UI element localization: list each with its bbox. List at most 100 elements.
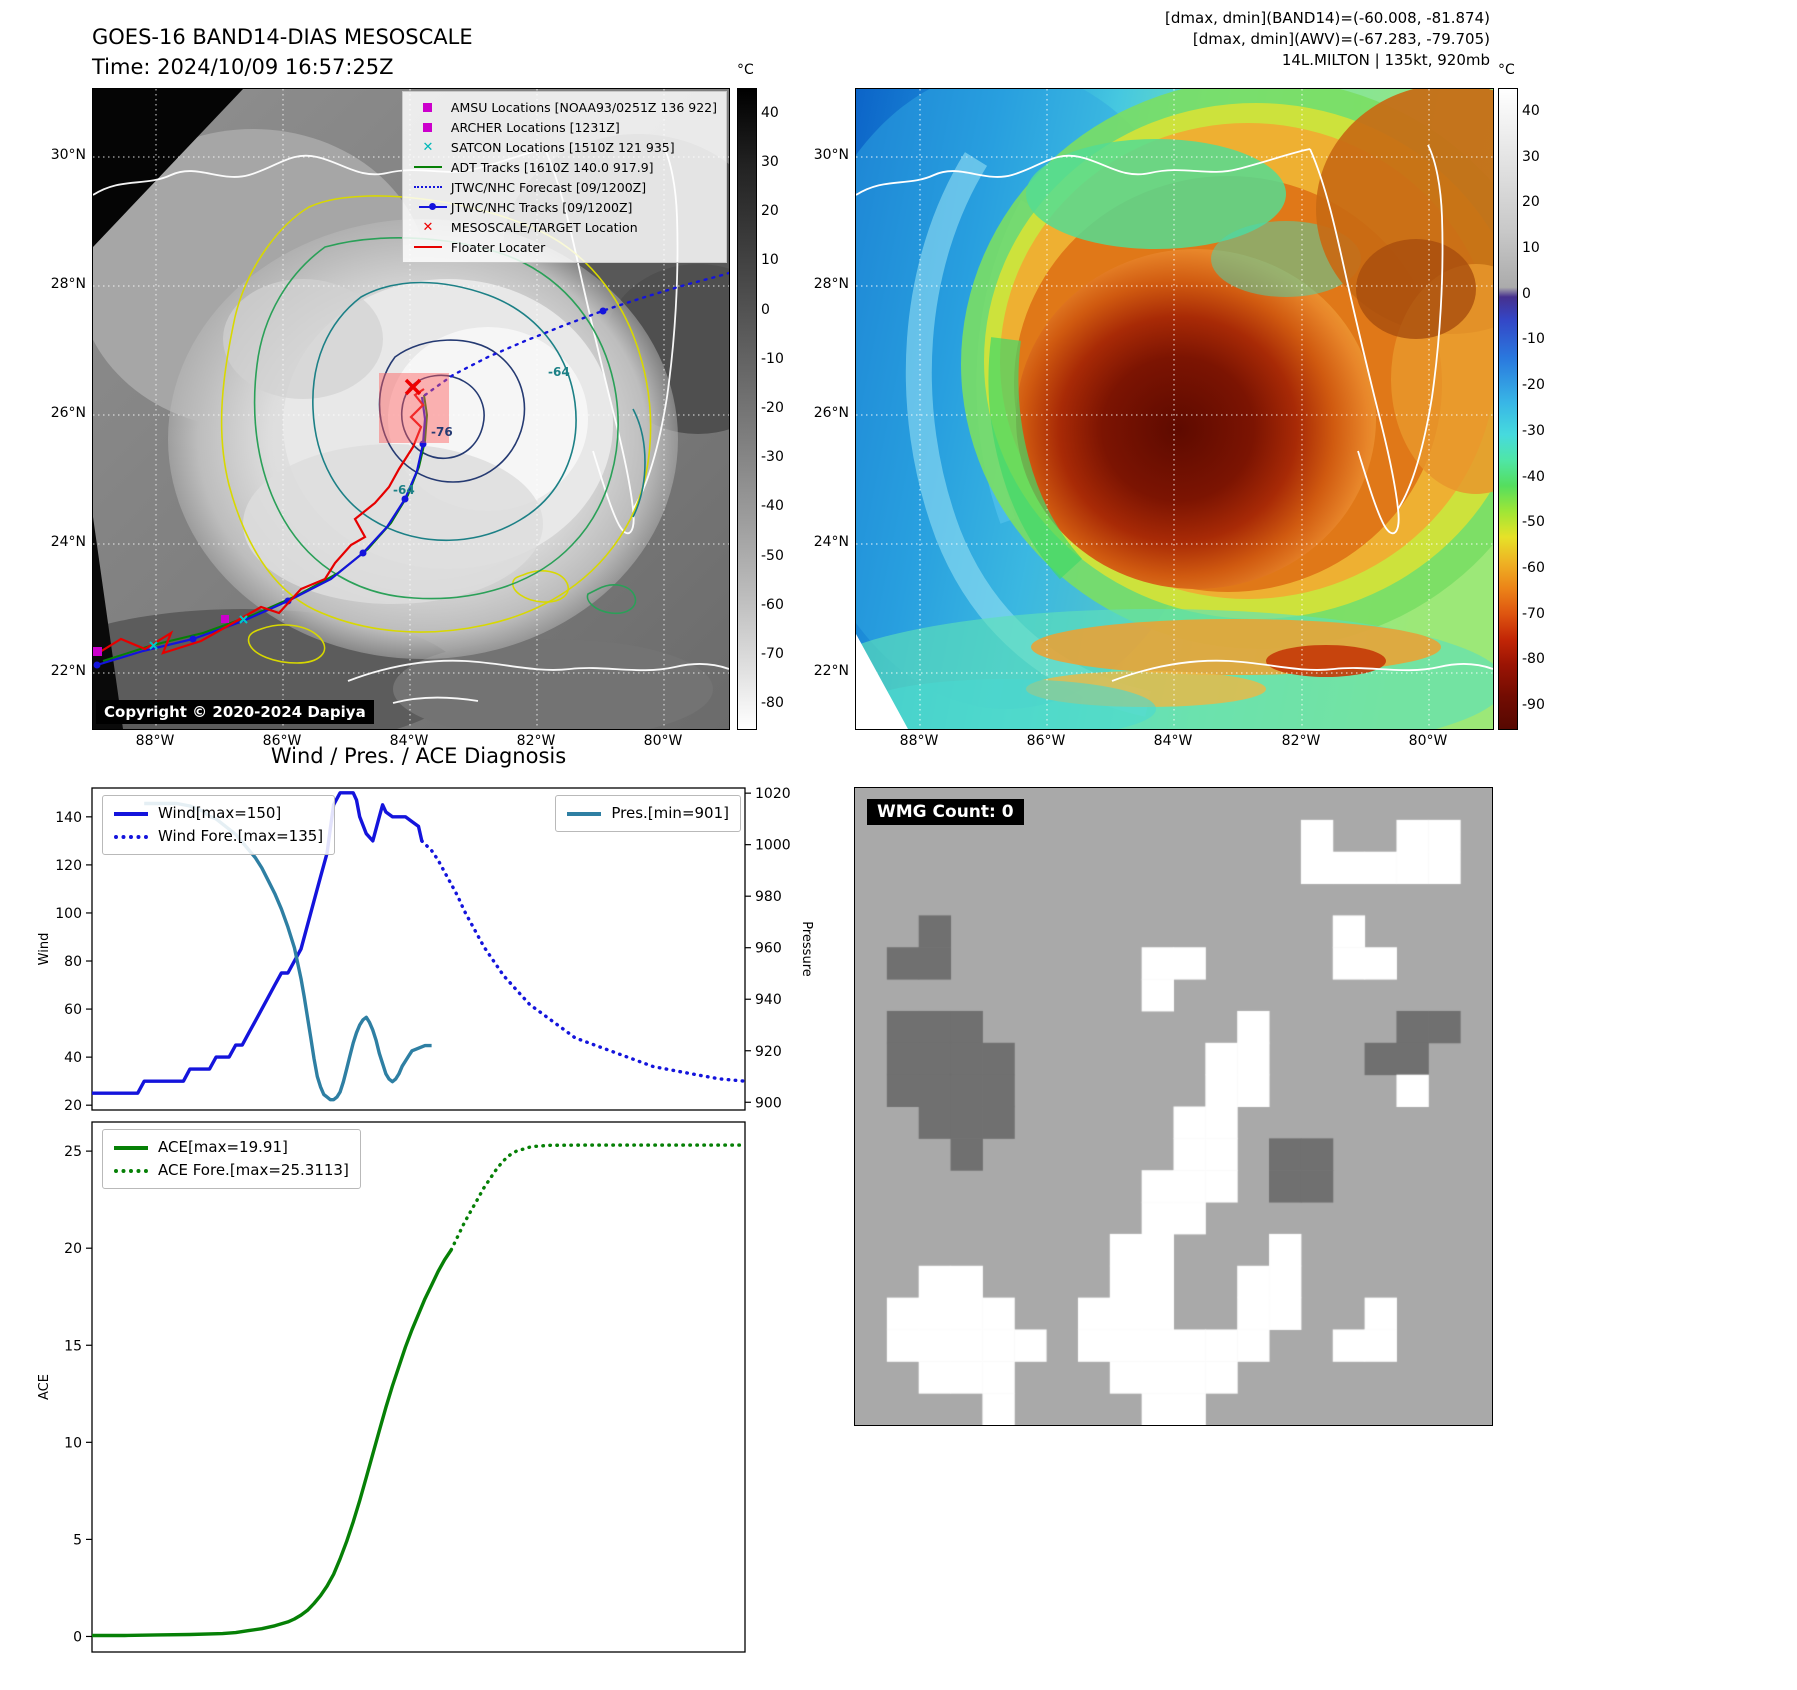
storm-tracks bbox=[93, 271, 729, 669]
y-tick-label: 10 bbox=[64, 1435, 82, 1451]
series-wind-fore- bbox=[420, 839, 747, 1083]
chart-legend-item: Pres.[min=901] bbox=[567, 802, 729, 825]
lon-tick-label: 82°W bbox=[1281, 733, 1321, 749]
band14-colorbar-ticks: 40 30 20 10 0 -10 -20 -30 -40 -50 -60 -70 -80 bbox=[761, 88, 807, 728]
line-dot-legend-marker bbox=[412, 202, 448, 211]
dotted-legend-marker bbox=[412, 186, 444, 188]
map-legend: AMSU Locations [NOAA93/0251Z 136 922] ARC… bbox=[401, 91, 727, 263]
colorbar-tick: -80 bbox=[1522, 651, 1545, 668]
lat-tick-label: 26°N bbox=[50, 405, 86, 421]
lat-tick-label: 24°N bbox=[50, 534, 86, 550]
wmg-count-label: WMG Count: 0 bbox=[867, 799, 1024, 825]
chart-legend-sample bbox=[114, 1145, 148, 1150]
no-data-wedge bbox=[856, 634, 908, 729]
y-tick-label: 5 bbox=[73, 1532, 82, 1548]
chart-legend-label: ACE Fore.[max=25.3113] bbox=[158, 1161, 349, 1179]
colorbar-tick: -60 bbox=[1522, 560, 1545, 576]
awv-map-panel bbox=[855, 88, 1494, 730]
diagnosis-title: Wind / Pres. / ACE Diagnosis bbox=[270, 744, 567, 768]
band14-title: GOES-16 BAND14-DIAS MESOSCALE bbox=[92, 25, 473, 49]
legend-item: ✕ SATCON Locations [1510Z 121 935] bbox=[412, 137, 717, 157]
y-tick-label: 20 bbox=[64, 1098, 82, 1114]
awv-colorbar bbox=[1498, 88, 1518, 730]
colorbar-tick: 30 bbox=[761, 153, 779, 170]
lat-tick-label: 26°N bbox=[813, 405, 849, 421]
lat-tick-label: 22°N bbox=[50, 663, 86, 679]
colorbar-tick: -20 bbox=[761, 400, 784, 416]
lat-tick-label: 30°N bbox=[50, 147, 86, 163]
band14-colorbar bbox=[737, 88, 757, 730]
awv-colorbar-ticks: 40 30 20 10 0 -10 -20 -30 -40 -50 -60 -70 -80 -90 bbox=[1522, 88, 1568, 728]
contour-label: -76 bbox=[431, 425, 453, 439]
legend-item-label: MESOSCALE/TARGET Location bbox=[450, 219, 638, 235]
mesoscale-target-x bbox=[404, 378, 422, 396]
legend-item-label: ADT Tracks [1610Z 140.0 917.9] bbox=[450, 159, 654, 175]
colorbar-tick: 20 bbox=[761, 203, 779, 220]
colorbar-tick: 10 bbox=[1522, 240, 1540, 256]
plot-area bbox=[91, 1121, 746, 1653]
lat-tick-label: 28°N bbox=[813, 276, 849, 292]
legend-item: ✕ MESOSCALE/TARGET Location bbox=[412, 217, 717, 237]
legend-item: JTWC/NHC Tracks [09/1200Z] bbox=[412, 197, 717, 217]
forecast-point bbox=[599, 307, 607, 315]
copyright-label: Copyright © 2020-2024 Dapiya bbox=[96, 700, 374, 724]
colorbar-tick: -70 bbox=[1522, 605, 1545, 622]
contour-label: -64 bbox=[393, 483, 415, 497]
chart-legend-item: ACE[max=19.91] bbox=[114, 1136, 349, 1159]
y-tick-label: 25 bbox=[64, 1144, 82, 1160]
colorbar-tick: -30 bbox=[1522, 422, 1545, 439]
chart-legend-sample bbox=[114, 811, 148, 816]
lon-tick-label: 84°W bbox=[389, 733, 429, 749]
awv-colorbar-unit: °C bbox=[1498, 62, 1515, 78]
pressure-legend: Pres.[min=901] bbox=[555, 795, 741, 832]
line-legend-marker bbox=[412, 246, 444, 248]
chart-legend-item: Wind[max=150] bbox=[114, 802, 323, 825]
chart-legend-label: ACE[max=19.91] bbox=[158, 1138, 288, 1156]
lon-tick-label: 82°W bbox=[516, 733, 556, 749]
storm-id-intensity: 14L.MILTON | 135kt, 920mb bbox=[1281, 51, 1490, 69]
ace-legend: ACE[max=19.91] ACE Fore.[max=25.3113] bbox=[102, 1129, 361, 1189]
band14-time: Time: 2024/10/09 16:57:25Z bbox=[92, 55, 394, 79]
colorbar-tick: 0 bbox=[761, 301, 770, 318]
awv-annotations: [dmax, dmin](BAND14)=(-60.008, -81.874) … bbox=[1040, 8, 1490, 71]
line-legend-marker bbox=[412, 166, 444, 168]
wind-legend: Wind[max=150] Wind Fore.[max=135] bbox=[102, 795, 336, 855]
y-tick-label: 60 bbox=[64, 1002, 82, 1018]
dmax-dmin-awv: [dmax, dmin](AWV)=(-67.283, -79.705) bbox=[1192, 30, 1490, 48]
y-tick-label: 80 bbox=[64, 954, 82, 970]
grid-lines bbox=[856, 89, 1493, 729]
y-right-axis-label: Pressure bbox=[799, 921, 814, 977]
awv-satellite-image bbox=[856, 89, 1493, 729]
legend-item: ADT Tracks [1610Z 140.0 917.9] bbox=[412, 157, 717, 177]
x-legend-marker: ✕ bbox=[422, 139, 434, 155]
wmg-count-map bbox=[854, 787, 1493, 1426]
obs-markers bbox=[93, 615, 248, 656]
contour-label: -64 bbox=[548, 365, 570, 379]
colorbar-tick: 20 bbox=[1522, 194, 1540, 211]
band14-colorbar-unit: °C bbox=[737, 62, 754, 78]
awv-lat-labels: 30°N 28°N 26°N 24°N 22°N bbox=[799, 88, 849, 728]
colorbar-tick: -40 bbox=[1522, 468, 1545, 485]
lat-tick-label: 28°N bbox=[50, 276, 86, 292]
legend-item: Floater Locater bbox=[412, 237, 717, 257]
legend-item-label: SATCON Locations [1510Z 121 935] bbox=[450, 139, 675, 155]
y-axis-label: ACE bbox=[37, 1374, 52, 1400]
coastlines bbox=[856, 144, 1493, 682]
colorbar-tick: -40 bbox=[761, 498, 784, 515]
awv-lon-labels: 88°W 86°W 84°W 82°W 80°W bbox=[855, 733, 1492, 753]
series-wind bbox=[92, 791, 424, 1095]
legend-item: ARCHER Locations [1231Z] bbox=[412, 117, 717, 137]
y-tick-label: 20 bbox=[64, 1241, 82, 1257]
floater-track bbox=[94, 388, 425, 656]
y-tick-label: 140 bbox=[55, 810, 82, 826]
y-right-tick-label: 920 bbox=[755, 1044, 782, 1060]
series-ace bbox=[92, 1248, 453, 1638]
y-right-tick-label: 900 bbox=[755, 1095, 782, 1111]
band14-lat-labels: 30°N 28°N 26°N 24°N 22°N bbox=[36, 88, 86, 728]
chart-legend-label: Wind[max=150] bbox=[158, 804, 282, 822]
legend-item: JTWC/NHC Forecast [09/1200Z] bbox=[412, 177, 717, 197]
scan-edge bbox=[93, 89, 243, 247]
chart-legend-item: ACE Fore.[max=25.3113] bbox=[114, 1159, 349, 1182]
legend-item-label: JTWC/NHC Forecast [09/1200Z] bbox=[450, 179, 647, 195]
